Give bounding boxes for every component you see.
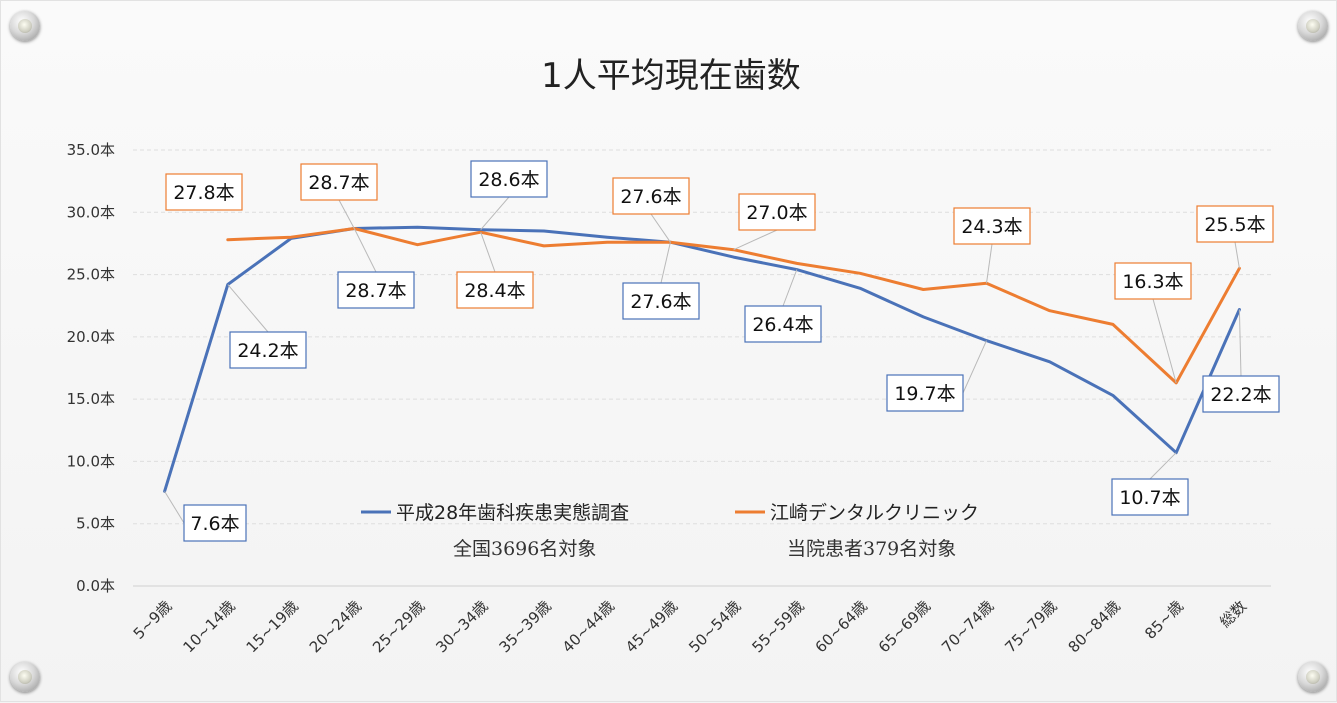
data-label-box: [165, 173, 243, 211]
data-label: 25.5本: [1204, 214, 1265, 236]
data-label: 26.4本: [752, 314, 813, 336]
data-label-leader: [733, 229, 778, 251]
x-tick-label: 70~74歳: [938, 597, 997, 656]
legend-subtitle-national: 全国3696名対象: [453, 538, 596, 560]
screw-bottom-right-icon: [1298, 662, 1328, 692]
x-tick-label: 5~9歳: [130, 597, 176, 643]
gridlines: [133, 149, 1271, 587]
data-label-leader: [1152, 298, 1177, 384]
x-tick-label: 30~34歳: [432, 597, 491, 656]
data-label: 24.3本: [961, 216, 1022, 238]
data-label-box: [456, 271, 534, 309]
data-label-leader: [338, 199, 355, 229]
legend-subtitle-clinic: 当院患者379名対象: [787, 538, 956, 560]
x-tick-label: 50~54歳: [685, 597, 744, 656]
data-label: 27.8本: [173, 182, 234, 204]
y-tick-label: 5.0本: [76, 515, 115, 533]
data-label-leader: [1149, 452, 1177, 480]
y-tick-label: 30.0本: [67, 203, 115, 221]
x-tick-label: 20~24歳: [306, 597, 365, 656]
data-label-box: [1202, 375, 1280, 413]
x-tick-label: 45~49歳: [622, 597, 681, 656]
legend: 平成28年歯科疾患実態調査 全国3696名対象 江崎デンタルクリニック 当院患者…: [361, 502, 979, 560]
data-label-leader: [962, 340, 987, 394]
y-tick-label: 15.0本: [67, 390, 115, 408]
data-label-leader: [650, 213, 671, 243]
x-tick-label: 60~64歳: [812, 597, 871, 656]
y-tick-label: 35.0本: [67, 141, 115, 159]
data-label: 27.6本: [620, 186, 681, 208]
x-tick-label: 55~59歳: [748, 597, 807, 656]
data-label-leader: [480, 196, 510, 231]
data-label-box: [300, 163, 378, 201]
data-label-box: [1114, 262, 1192, 300]
x-tick-label: 25~29歳: [369, 597, 428, 656]
data-label-box: [622, 282, 700, 320]
data-label: 27.0本: [746, 202, 807, 224]
data-label-leader: [1238, 309, 1242, 377]
data-label: 10.7本: [1119, 487, 1180, 509]
data-label-leader: [1234, 241, 1240, 269]
data-label-box: [470, 160, 548, 198]
x-axis: 5~9歳 10~14歳 15~19歳 20~24歳 25~29歳 30~34歳 35~39歳…: [130, 597, 1250, 656]
data-label-box: [738, 193, 816, 231]
data-label-leader: [164, 491, 185, 524]
screw-top-right-icon: [1298, 11, 1328, 41]
x-tick-label: 総数: [1216, 597, 1250, 631]
x-tick-label: 10~14歳: [179, 597, 238, 656]
data-label-box: [1196, 205, 1274, 243]
data-labels: 7.6本 24.2本 28.7本 28.6本 27.6本 26.4本 19.7本 10.7本 2…: [164, 160, 1280, 542]
chart-title: 1人平均現在歯数: [541, 56, 801, 96]
data-label-leader: [782, 269, 798, 307]
data-label-leader: [353, 228, 377, 273]
data-label: 16.3本: [1122, 271, 1183, 293]
data-label-box: [886, 374, 964, 412]
data-label-box: [744, 305, 822, 343]
data-label-leader: [480, 232, 496, 273]
series-lines: [163, 225, 1241, 493]
data-label: 28.6本: [478, 169, 539, 191]
data-label: 28.4本: [464, 280, 525, 302]
data-label: 19.7本: [894, 383, 955, 405]
x-tick-label: 85~歳: [1141, 597, 1187, 643]
series-line-clinic: [226, 227, 1241, 385]
data-label-box: [612, 177, 690, 215]
data-label: 28.7本: [308, 172, 369, 194]
data-label-box: [337, 271, 415, 309]
data-label-leader: [660, 242, 671, 284]
data-label-leader: [986, 243, 993, 284]
data-label: 24.2本: [237, 340, 298, 362]
data-label-box: [953, 207, 1031, 245]
screw-top-left-icon: [10, 11, 40, 41]
data-label: 28.7本: [345, 280, 406, 302]
legend-label-clinic: 江崎デンタルクリニック: [770, 502, 979, 524]
x-tick-label: 75~79歳: [1001, 597, 1060, 656]
data-label: 22.2本: [1210, 384, 1271, 406]
data-label: 7.6本: [190, 513, 239, 535]
y-tick-label: 10.0本: [67, 452, 115, 470]
data-label-box: [229, 331, 307, 369]
series-line-national: [163, 225, 1241, 493]
x-tick-label: 65~69歳: [875, 597, 934, 656]
y-tick-label: 20.0本: [67, 328, 115, 346]
screw-bottom-left-icon: [10, 662, 40, 692]
data-label-leader: [227, 284, 269, 333]
data-label-box: [183, 504, 247, 542]
legend-label-national: 平成28年歯科疾患実態調査: [396, 502, 629, 524]
x-tick-label: 40~44歳: [559, 597, 618, 656]
data-label-box: [1111, 478, 1189, 516]
x-tick-label: 15~19歳: [243, 597, 302, 656]
x-tick-label: 80~84歳: [1065, 597, 1124, 656]
y-tick-label: 25.0本: [67, 266, 115, 284]
data-label: 27.6本: [630, 291, 691, 313]
y-tick-label: 0.0本: [76, 577, 115, 595]
x-tick-label: 35~39歳: [496, 597, 555, 656]
y-axis: 0.0本 5.0本 10.0本 15.0本 20.0本 25.0本 30.0本 35.0本: [67, 141, 115, 595]
